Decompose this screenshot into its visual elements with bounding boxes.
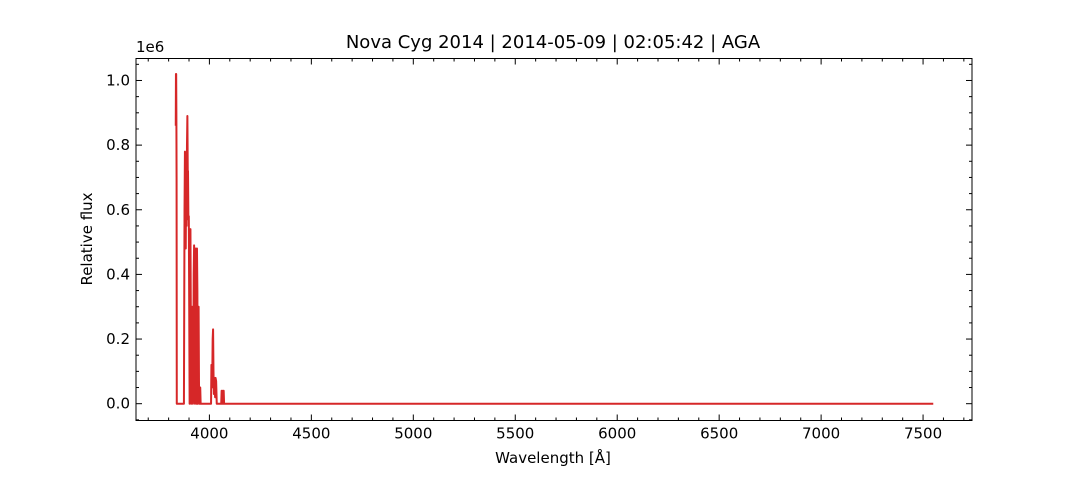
axis-ticks: 4000 4500 5000 5500 6000 6500 7000 7500 0.0 0.2 0.… xyxy=(106,58,972,443)
y-axis-label: Relative flux xyxy=(78,192,96,285)
y-tick-label: 0.0 xyxy=(106,395,130,413)
y-tick-label: 0.4 xyxy=(106,265,130,283)
chart-title: Nova Cyg 2014 | 2014-05-09 | 02:05:42 | … xyxy=(346,32,761,53)
y-tick-label: 0.6 xyxy=(106,201,130,219)
plot-frame xyxy=(135,58,973,421)
y-axis-offset-label: 1e6 xyxy=(136,38,164,56)
x-tick-label: 4000 xyxy=(190,425,228,443)
y-tick-label: 1.0 xyxy=(106,71,130,89)
x-tick-label: 6000 xyxy=(598,425,636,443)
x-tick-label: 6500 xyxy=(700,425,738,443)
x-tick-label: 4500 xyxy=(292,425,330,443)
x-tick-label: 7500 xyxy=(904,425,942,443)
y-tick-label: 0.8 xyxy=(106,136,130,154)
x-tick-label: 5000 xyxy=(394,425,432,443)
plot-area xyxy=(174,73,934,405)
x-tick-label: 7000 xyxy=(802,425,840,443)
x-tick-label: 5500 xyxy=(496,425,534,443)
x-axis-label: Wavelength [Å] xyxy=(495,448,611,467)
spectrum-line xyxy=(174,73,934,405)
y-tick-label: 0.2 xyxy=(106,330,130,348)
